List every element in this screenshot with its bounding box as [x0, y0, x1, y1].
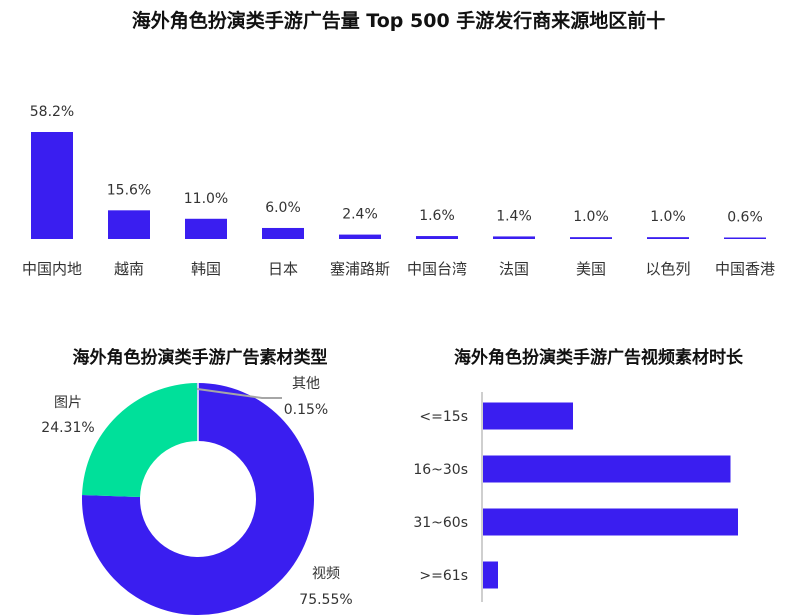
bar-9 — [724, 237, 766, 239]
chart-title-top-regions: 海外角色扮演类手游广告量 Top 500 手游发行商来源地区前十 — [131, 10, 666, 32]
category-label: 中国台湾 — [407, 260, 467, 278]
slice-value-label: 24.31% — [41, 420, 94, 436]
slice-label: 其他 — [292, 376, 320, 392]
bar-0 — [31, 132, 73, 239]
donut-slice-1 — [82, 383, 198, 498]
chart-title-video-duration: 海外角色扮演类手游广告视频素材时长 — [454, 348, 743, 368]
category-label: 中国香港 — [715, 260, 775, 278]
bar-4 — [339, 234, 381, 239]
category-label: 法国 — [499, 260, 529, 278]
other-slice-leader-line — [197, 388, 282, 399]
bar-2 — [185, 218, 227, 239]
hbar-2 — [483, 508, 738, 536]
bar-1 — [108, 210, 150, 239]
bar-value-label: 11.0% — [184, 191, 228, 207]
bar-5 — [416, 236, 458, 239]
material-type-donut-chart: 视频 75.55% 图片 24.31% 其他 0.15% — [41, 376, 353, 616]
chart-title-material-type: 海外角色扮演类手游广告素材类型 — [72, 348, 328, 368]
category-label: 日本 — [268, 260, 298, 278]
slice-label: 视频 — [312, 566, 340, 582]
bar-value-label: 15.6% — [107, 182, 151, 198]
category-label: 韩国 — [191, 260, 221, 278]
hbar-0 — [483, 402, 573, 430]
bar-7 — [570, 237, 612, 239]
bar-value-label: 1.4% — [496, 208, 532, 224]
bar-value-label: 1.0% — [573, 209, 609, 225]
hbar-1 — [483, 455, 731, 483]
bar-value-label: 6.0% — [265, 200, 301, 216]
bar-value-label: 1.0% — [650, 209, 686, 225]
bar-3 — [262, 227, 304, 239]
bar-value-label: 2.4% — [342, 207, 378, 223]
duration-category-label: 16~30s — [413, 462, 468, 478]
category-label: 美国 — [576, 260, 606, 278]
video-duration-bar-chart: <=15s 16~30s 31~60s >=61s — [413, 392, 738, 602]
slice-value-label: 0.15% — [284, 402, 328, 418]
duration-category-label: >=61s — [419, 568, 468, 584]
hbar-3 — [483, 561, 498, 589]
category-label: 中国内地 — [22, 260, 82, 278]
duration-category-label: 31~60s — [413, 515, 468, 531]
category-label: 以色列 — [645, 260, 690, 278]
bar-value-label: 1.6% — [419, 208, 455, 224]
region-bar-chart: 58.2% 中国内地 15.6% 越南 11.0% 韩国 6.0% 日本 2.4% 塞浦路斯 1.6… — [22, 104, 775, 278]
duration-category-label: <=15s — [419, 409, 468, 425]
bar-value-label: 0.6% — [727, 210, 763, 226]
category-label: 塞浦路斯 — [330, 260, 390, 278]
slice-label: 图片 — [54, 395, 82, 411]
category-label: 越南 — [114, 260, 144, 278]
bar-6 — [493, 236, 535, 239]
donut-slice-0 — [82, 383, 314, 616]
bar-value-label: 58.2% — [30, 104, 74, 120]
slice-value-label: 75.55% — [299, 592, 352, 608]
bar-8 — [647, 237, 689, 239]
